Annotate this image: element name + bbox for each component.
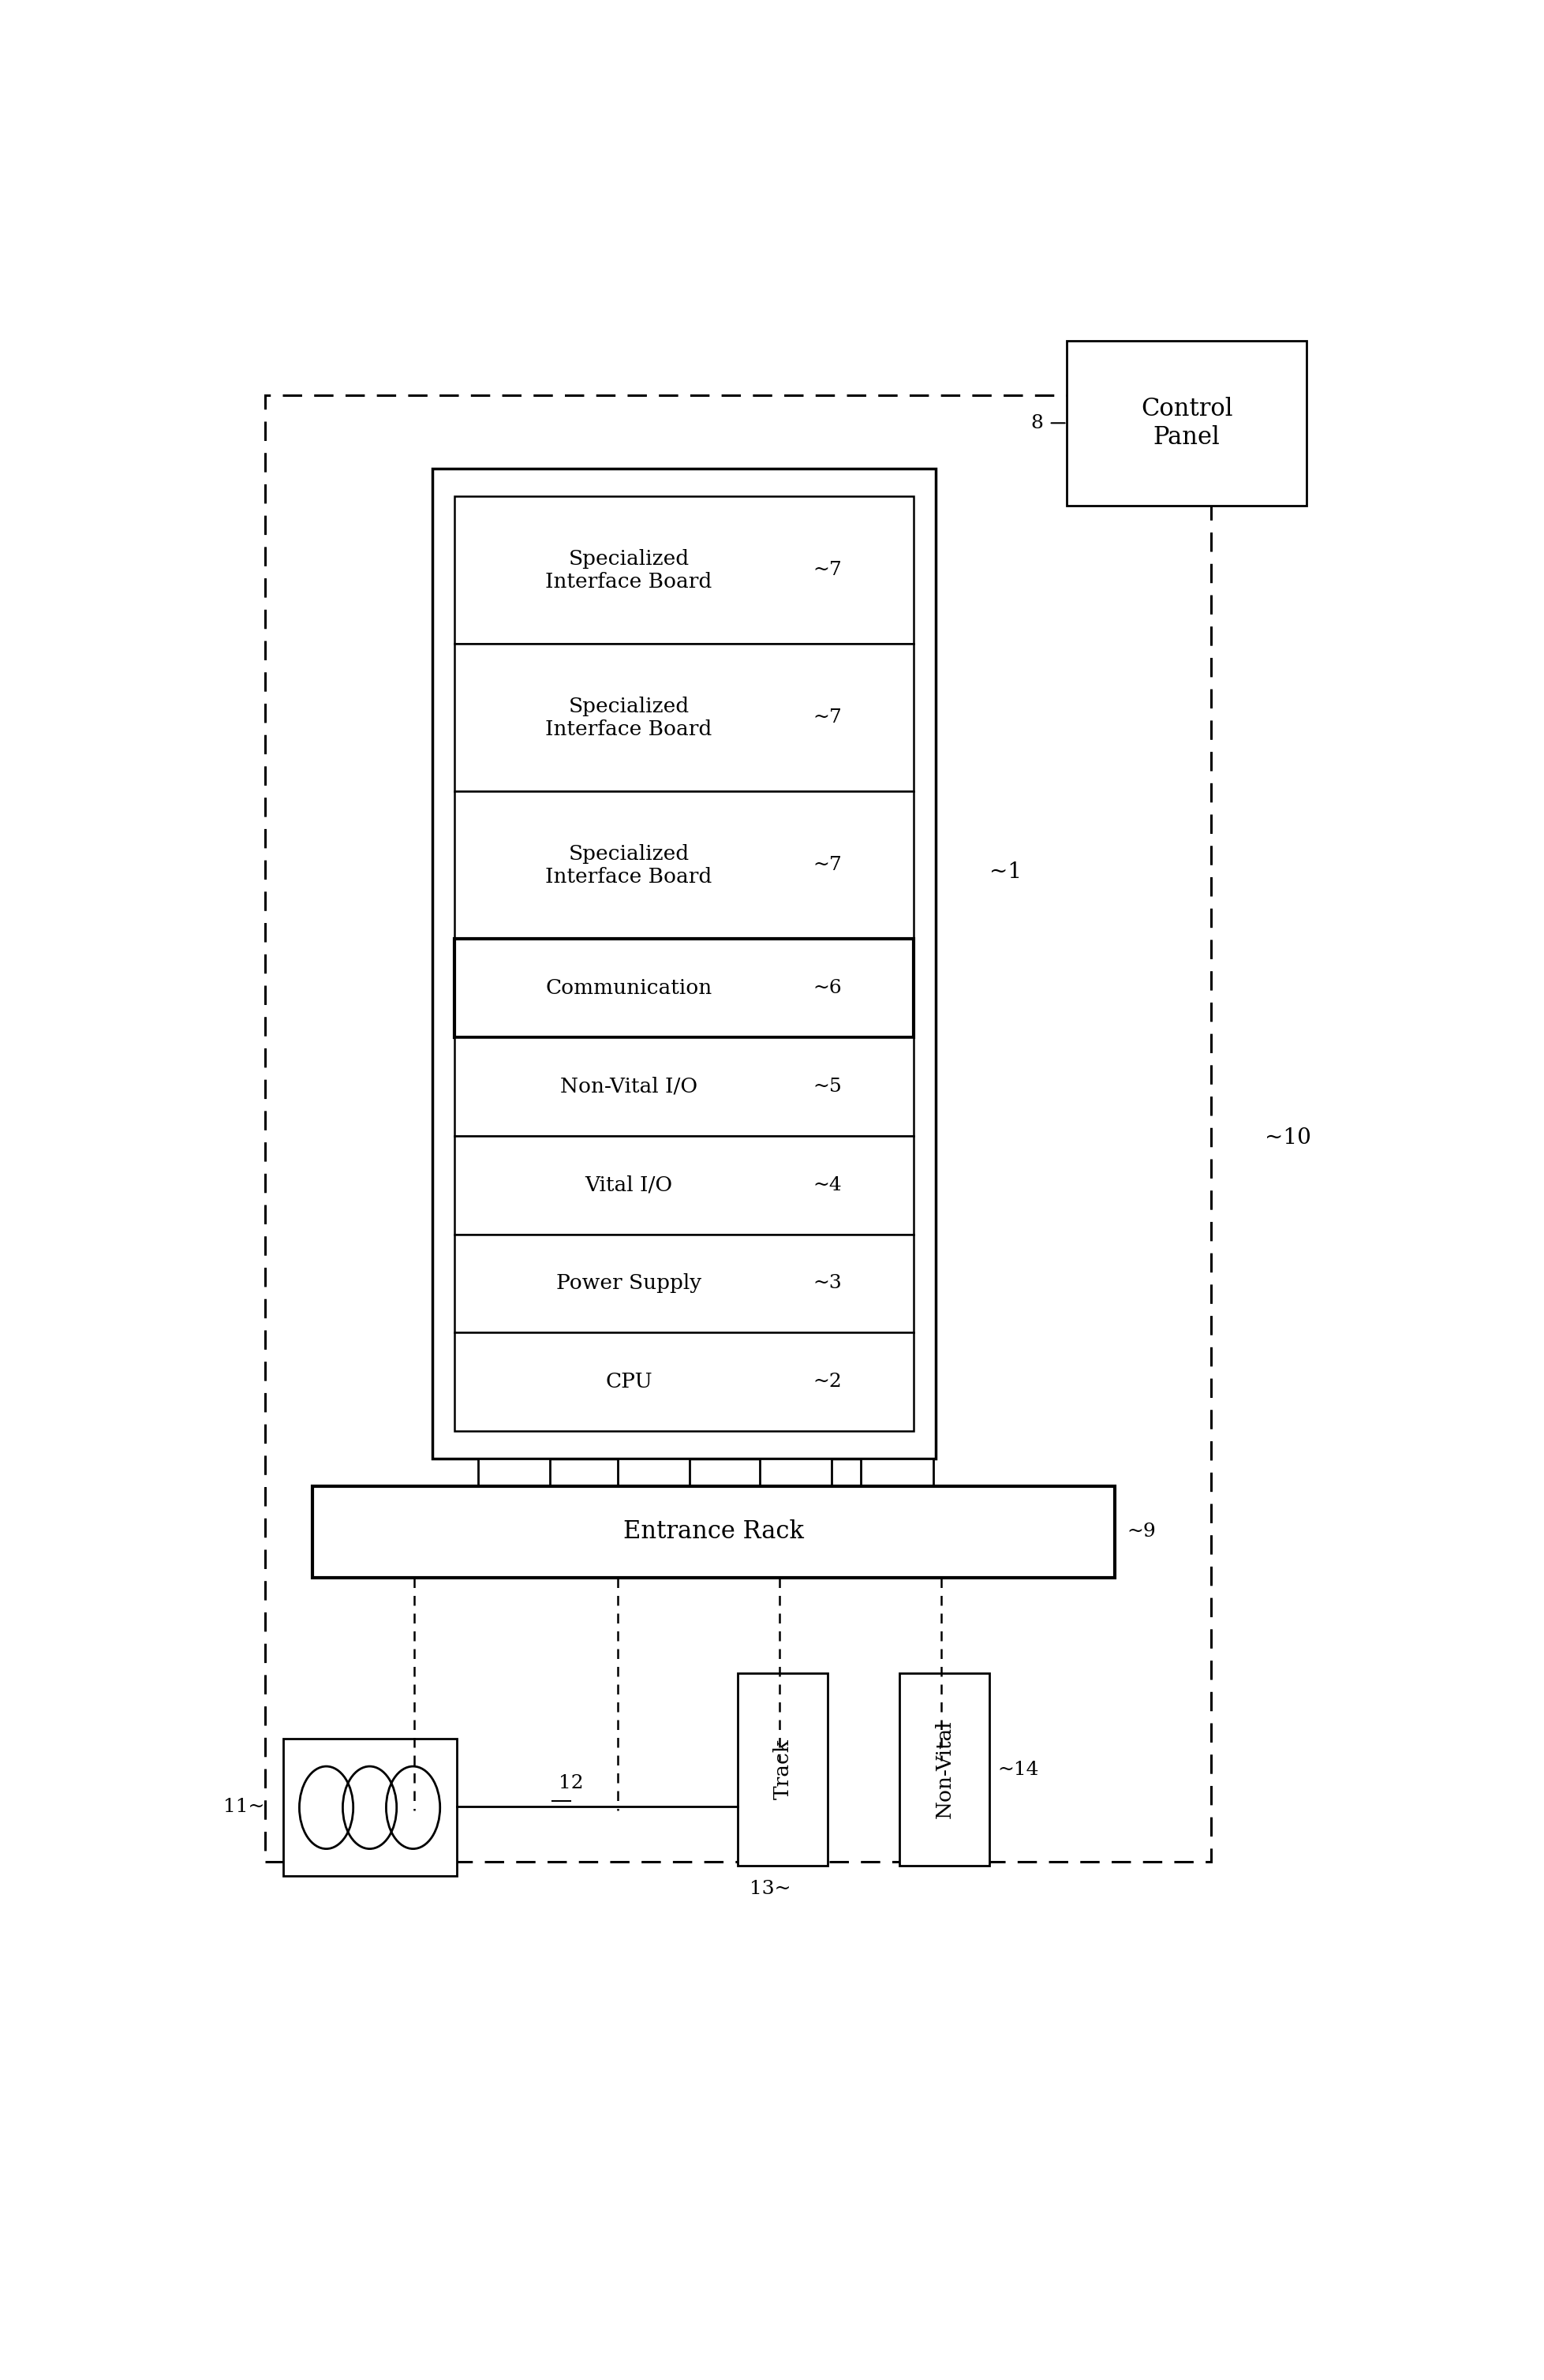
Text: ~9: ~9 [1126,1523,1155,1540]
Text: ~5: ~5 [812,1078,841,1095]
Text: Specialized
Interface Board: Specialized Interface Board [545,845,712,888]
Text: ~1: ~1 [988,862,1021,883]
Text: 13~: 13~ [749,1880,791,1899]
Text: Specialized
Interface Board: Specialized Interface Board [545,550,712,593]
FancyBboxPatch shape [860,1459,933,1523]
Text: ~14: ~14 [997,1761,1039,1780]
FancyBboxPatch shape [312,1485,1115,1578]
Text: Control
Panel: Control Panel [1141,397,1232,450]
Text: ~7: ~7 [812,709,841,726]
Text: Entrance Rack: Entrance Rack [624,1518,804,1545]
Text: ~4: ~4 [812,1176,841,1195]
Text: Communication: Communication [545,978,712,997]
Text: Vital I/O: Vital I/O [585,1176,672,1195]
Text: 8: 8 [1030,414,1042,433]
Text: ~2: ~2 [812,1373,841,1390]
Text: Track: Track [772,1740,792,1799]
FancyBboxPatch shape [454,1333,914,1430]
Text: ~6: ~6 [812,978,841,997]
FancyBboxPatch shape [760,1459,831,1523]
FancyBboxPatch shape [899,1673,988,1866]
Text: Non-Vital I/O: Non-Vital I/O [560,1076,698,1097]
FancyBboxPatch shape [454,940,914,1038]
Text: 11~: 11~ [224,1797,266,1816]
FancyBboxPatch shape [283,1740,457,1875]
FancyBboxPatch shape [454,645,914,793]
Text: Specialized
Interface Board: Specialized Interface Board [545,697,712,740]
FancyBboxPatch shape [1067,340,1306,505]
Text: ~10: ~10 [1265,1128,1311,1150]
Text: Non-Vital: Non-Vital [934,1721,954,1818]
FancyBboxPatch shape [454,1038,914,1135]
FancyBboxPatch shape [618,1459,690,1523]
FancyBboxPatch shape [454,1235,914,1333]
FancyBboxPatch shape [738,1673,828,1866]
Text: ~7: ~7 [812,562,841,578]
FancyBboxPatch shape [432,469,934,1459]
FancyBboxPatch shape [454,1135,914,1235]
FancyBboxPatch shape [477,1459,550,1523]
Text: ~7: ~7 [812,857,841,873]
FancyBboxPatch shape [454,793,914,940]
Text: ~3: ~3 [812,1273,841,1292]
Text: 12: 12 [557,1773,584,1792]
Text: CPU: CPU [605,1371,652,1392]
FancyBboxPatch shape [454,497,914,645]
Text: Power Supply: Power Supply [556,1273,701,1292]
